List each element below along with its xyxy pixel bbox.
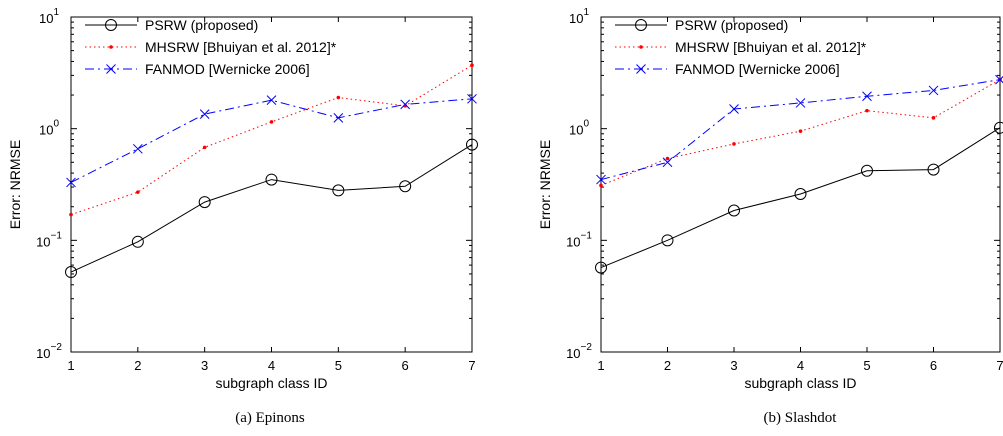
data-point — [865, 108, 869, 113]
data-point — [265, 173, 278, 186]
y-axis-label: Error: NRMSE — [537, 140, 553, 229]
data-point — [466, 138, 478, 151]
legend-entry: FANMOD [Wernicke 2006] — [145, 61, 310, 77]
series-line — [70, 64, 473, 216]
data-point — [136, 190, 140, 194]
legend: PSRW (proposed) MHSRW [Bhuiyan et al. 201… — [85, 17, 337, 77]
data-point — [399, 180, 412, 193]
legend: PSRW (proposed) MHSRW [Bhuiyan et al. 201… — [615, 17, 867, 77]
x-axis-label: subgraph class ID — [215, 375, 327, 391]
data-point — [199, 109, 210, 119]
series-2 — [599, 77, 1002, 188]
legend-entry: MHSRW [Bhuiyan et al. 2012]* — [675, 39, 867, 55]
series-3 — [66, 93, 477, 188]
data-point — [862, 91, 872, 102]
x-tick-label: 5 — [863, 358, 870, 373]
data-point — [467, 93, 477, 104]
data-point — [661, 234, 674, 247]
data-point — [595, 261, 607, 274]
legend-entry: MHSRW [Bhuiyan et al. 2012]* — [145, 39, 337, 55]
x-axis-label: subgraph class ID — [744, 375, 856, 391]
series-line — [600, 127, 1001, 269]
data-point — [131, 235, 144, 248]
y-axis-label: Error: NRMSE — [7, 140, 23, 229]
series-line — [70, 98, 473, 183]
data-point — [995, 74, 1003, 85]
y-tick-label: 10−2 — [36, 342, 62, 361]
series-line — [70, 144, 473, 273]
data-point — [662, 157, 673, 168]
y-tick-label: 10−1 — [566, 230, 592, 249]
y-tick-label: 100 — [39, 119, 59, 138]
data-point — [66, 177, 76, 188]
data-point — [596, 174, 606, 185]
data-point — [861, 164, 873, 177]
y-tick-label: 101 — [39, 7, 59, 26]
data-point — [927, 163, 940, 176]
data-point — [269, 120, 274, 124]
legend-marker — [639, 45, 643, 49]
data-point — [69, 212, 73, 217]
data-point — [333, 112, 344, 123]
legend-marker — [109, 45, 113, 49]
series-2 — [69, 63, 474, 217]
data-point — [728, 204, 740, 217]
data-point — [794, 187, 807, 200]
figure-caption: (b) Slashdot — [764, 410, 838, 426]
series-1 — [595, 121, 1003, 274]
x-tick-label: 1 — [597, 358, 604, 373]
data-point — [795, 98, 806, 108]
legend-marker — [106, 64, 116, 74]
data-point — [798, 129, 803, 133]
y-tick-label: 100 — [569, 119, 589, 138]
data-point — [65, 266, 77, 279]
series-1 — [65, 138, 478, 279]
data-point — [336, 95, 341, 100]
series-3 — [596, 74, 1003, 185]
legend-marker — [105, 19, 117, 31]
y-tick-label: 101 — [569, 7, 589, 26]
data-point — [928, 85, 939, 96]
x-tick-label: 7 — [996, 358, 1003, 373]
x-tick-label: 2 — [134, 358, 141, 373]
data-point — [132, 143, 143, 154]
x-tick-label: 2 — [664, 358, 671, 373]
x-tick-label: 4 — [268, 358, 275, 373]
legend-entry: PSRW (proposed) — [675, 17, 788, 33]
data-point — [665, 156, 670, 161]
chart-panel-2: 1 2 3 4 5 6 7 10−2 10−1 100 101 subgraph class ID Er… — [537, 7, 1003, 426]
data-point — [332, 184, 345, 197]
chart-panel-1: 1 2 3 4 5 6 7 10−2 10−1 100 101 subgraph class ID Er… — [7, 7, 478, 426]
data-point — [470, 63, 474, 68]
data-point — [198, 196, 211, 209]
data-point — [732, 142, 736, 146]
legend-entry: PSRW (proposed) — [145, 17, 258, 33]
y-tick-label: 10−1 — [36, 230, 62, 249]
figure-caption: (a) Epinons — [235, 410, 305, 426]
data-point — [729, 104, 739, 114]
data-point — [266, 95, 277, 106]
data-point — [994, 121, 1003, 134]
data-point — [599, 183, 603, 188]
data-point — [400, 99, 411, 110]
data-point — [202, 145, 207, 150]
legend-marker — [635, 19, 647, 31]
legend-marker — [636, 64, 646, 74]
x-tick-label: 7 — [468, 358, 475, 373]
x-tick-label: 6 — [402, 358, 409, 373]
data-point — [931, 116, 936, 120]
x-tick-label: 3 — [730, 358, 737, 373]
legend-entry: FANMOD [Wernicke 2006] — [675, 61, 840, 77]
x-tick-label: 5 — [335, 358, 342, 373]
x-tick-label: 6 — [930, 358, 937, 373]
y-tick-label: 10−2 — [566, 342, 592, 361]
x-tick-label: 1 — [67, 358, 74, 373]
x-tick-label: 3 — [201, 358, 208, 373]
x-tick-label: 4 — [797, 358, 804, 373]
